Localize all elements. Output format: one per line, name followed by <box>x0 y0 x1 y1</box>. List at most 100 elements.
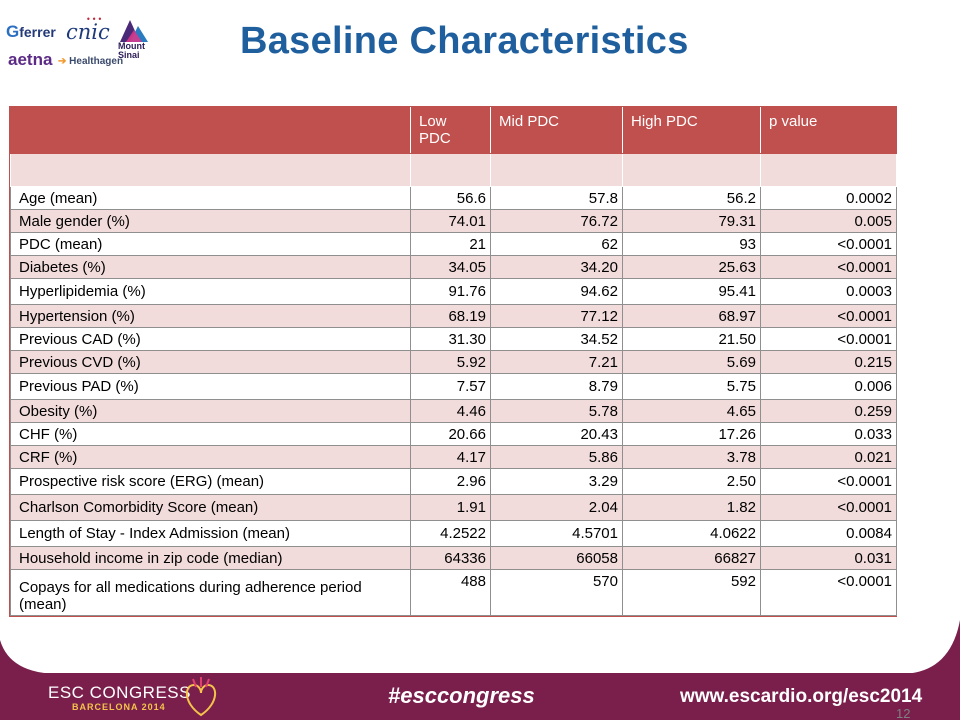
low-pdc-value: 20.66 <box>411 423 491 446</box>
mid-pdc-value: 2.04 <box>491 495 623 521</box>
table-row: Length of Stay - Index Admission (mean) 4… <box>11 521 897 547</box>
table-row: Previous PAD (%) 7.57 8.79 5.75 0.006 <box>11 374 897 400</box>
mid-pdc-value: 66058 <box>491 547 623 570</box>
footer-url[interactable]: www.escardio.org/esc2014 <box>680 686 922 708</box>
mid-pdc-value: 34.52 <box>491 328 623 351</box>
p-value: 0.031 <box>761 547 897 570</box>
mid-pdc-value: 94.62 <box>491 279 623 305</box>
p-value: <0.0001 <box>761 256 897 279</box>
esc-emblem-icon <box>178 675 224 720</box>
row-label: Hypertension (%) <box>11 305 411 328</box>
low-pdc-value: 91.76 <box>411 279 491 305</box>
row-label: Hyperlipidemia (%) <box>11 279 411 305</box>
row-label: Length of Stay - Index Admission (mean) <box>11 521 411 547</box>
p-value: 0.021 <box>761 446 897 469</box>
row-label: PDC (mean) <box>11 233 411 256</box>
high-pdc-value: 4.65 <box>623 400 761 423</box>
table-row: Hyperlipidemia (%) 91.76 94.62 95.41 0.0003 <box>11 279 897 305</box>
mid-pdc-value: 4.5701 <box>491 521 623 547</box>
low-pdc-value: 4.17 <box>411 446 491 469</box>
p-value: 0.006 <box>761 374 897 400</box>
low-pdc-value: 2.96 <box>411 469 491 495</box>
row-label: Age (mean) <box>11 187 411 210</box>
cnic-logo: ••• cnic <box>66 20 110 44</box>
high-pdc-value: 93 <box>623 233 761 256</box>
table-row: Previous CVD (%) 5.92 7.21 5.69 0.215 <box>11 351 897 374</box>
high-pdc-value: 25.63 <box>623 256 761 279</box>
high-pdc-value: 56.2 <box>623 187 761 210</box>
low-pdc-value: 21 <box>411 233 491 256</box>
high-pdc-value: 66827 <box>623 547 761 570</box>
p-value: 0.259 <box>761 400 897 423</box>
low-pdc-value: 7.57 <box>411 374 491 400</box>
baseline-table: Low PDC Mid PDC High PDC p value Age (mea… <box>9 106 897 617</box>
healthagen-logo: ➔ Healthagen <box>58 56 123 67</box>
mid-pdc-value: 8.79 <box>491 374 623 400</box>
hashtag: #esccongress <box>388 683 535 709</box>
p-value: <0.0001 <box>761 469 897 495</box>
high-pdc-value: 2.50 <box>623 469 761 495</box>
row-label: Diabetes (%) <box>11 256 411 279</box>
table-row: Diabetes (%) 34.05 34.20 25.63 <0.0001 <box>11 256 897 279</box>
low-pdc-value: 5.92 <box>411 351 491 374</box>
high-pdc-value: 79.31 <box>623 210 761 233</box>
page-number: 12 <box>896 706 910 721</box>
low-pdc-value: 31.30 <box>411 328 491 351</box>
high-pdc-value: 3.78 <box>623 446 761 469</box>
mid-pdc-value: 62 <box>491 233 623 256</box>
high-pdc-value: 1.82 <box>623 495 761 521</box>
mountain-icon <box>116 16 152 44</box>
mid-pdc-value: 3.29 <box>491 469 623 495</box>
row-label: CRF (%) <box>11 446 411 469</box>
row-label: CHF (%) <box>11 423 411 446</box>
row-label: Obesity (%) <box>11 400 411 423</box>
mid-pdc-value: 5.78 <box>491 400 623 423</box>
row-label: Previous CVD (%) <box>11 351 411 374</box>
row-label: Prospective risk score (ERG) (mean) <box>11 469 411 495</box>
row-label: Household income in zip code (median) <box>11 547 411 570</box>
p-value: <0.0001 <box>761 495 897 521</box>
mid-pdc-value: 57.8 <box>491 187 623 210</box>
table-row: CRF (%) 4.17 5.86 3.78 0.021 <box>11 446 897 469</box>
row-label: Male gender (%) <box>11 210 411 233</box>
low-pdc-value: 64336 <box>411 547 491 570</box>
mid-pdc-value: 76.72 <box>491 210 623 233</box>
esc-congress-logo: ESC CONGRESS <box>48 683 191 703</box>
ferrer-logo: Gferrer <box>6 22 56 42</box>
p-value: 0.215 <box>761 351 897 374</box>
low-pdc-value: 56.6 <box>411 187 491 210</box>
p-value: 0.005 <box>761 210 897 233</box>
high-pdc-value: 95.41 <box>623 279 761 305</box>
esc-location: BARCELONA 2014 <box>72 702 166 712</box>
table-row: Male gender (%) 74.01 76.72 79.31 0.005 <box>11 210 897 233</box>
table-header-row: Low PDC Mid PDC High PDC p value <box>11 108 897 154</box>
row-label: Previous CAD (%) <box>11 328 411 351</box>
mid-pdc-value: 77.12 <box>491 305 623 328</box>
p-value: 0.033 <box>761 423 897 446</box>
table-row: PDC (mean) 21 62 93 <0.0001 <box>11 233 897 256</box>
low-pdc-value: 4.46 <box>411 400 491 423</box>
high-pdc-value: 68.97 <box>623 305 761 328</box>
row-label: Previous PAD (%) <box>11 374 411 400</box>
low-pdc-value: 4.2522 <box>411 521 491 547</box>
table-row: Hypertension (%) 68.19 77.12 68.97 <0.0001 <box>11 305 897 328</box>
mid-pdc-value: 7.21 <box>491 351 623 374</box>
low-pdc-value: 1.91 <box>411 495 491 521</box>
mid-pdc-value: 34.20 <box>491 256 623 279</box>
table-row: Prospective risk score (ERG) (mean) 2.96 3… <box>11 469 897 495</box>
p-value: 0.0084 <box>761 521 897 547</box>
mid-pdc-value: 5.86 <box>491 446 623 469</box>
table-row: CHF (%) 20.66 20.43 17.26 0.033 <box>11 423 897 446</box>
aetna-logo: aetna <box>8 50 52 70</box>
high-pdc-value: 17.26 <box>623 423 761 446</box>
slide-title: Baseline Characteristics <box>240 20 689 63</box>
high-pdc-value: 21.50 <box>623 328 761 351</box>
table-row: Obesity (%) 4.46 5.78 4.65 0.259 <box>11 400 897 423</box>
header-high-pdc: High PDC <box>623 108 761 154</box>
row-label: Charlson Comorbidity Score (mean) <box>11 495 411 521</box>
table-row: Previous CAD (%) 31.30 34.52 21.50 <0.0001 <box>11 328 897 351</box>
header-p-value: p value <box>761 108 897 154</box>
p-value: 0.0002 <box>761 187 897 210</box>
table-row: Charlson Comorbidity Score (mean) 1.91 2.0… <box>11 495 897 521</box>
p-value: 0.0003 <box>761 279 897 305</box>
